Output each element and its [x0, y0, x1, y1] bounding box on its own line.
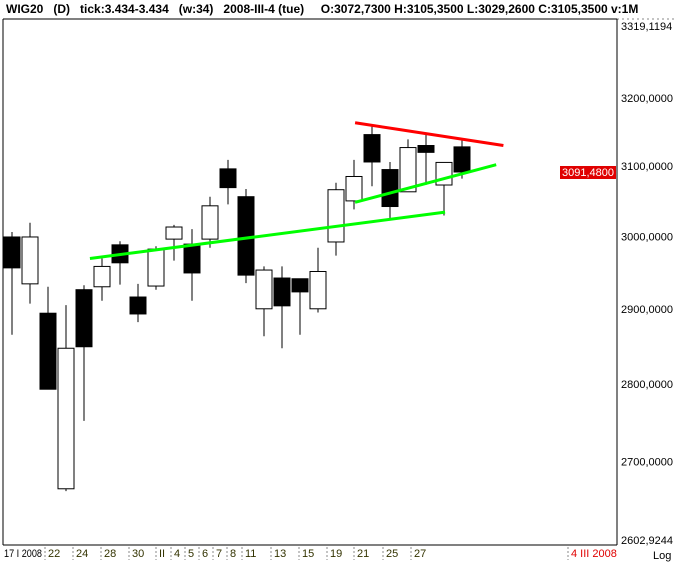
- x-tick-label: 6: [202, 548, 208, 560]
- x-tick-label: 4: [174, 548, 180, 560]
- x-tick-label: 15: [302, 548, 314, 560]
- candle[interactable]: [417, 134, 435, 185]
- candle[interactable]: [219, 159, 237, 205]
- x-tick-label: 24: [76, 548, 88, 560]
- candle-body: [57, 347, 75, 490]
- candle-body: [417, 145, 435, 153]
- candle[interactable]: [111, 241, 129, 285]
- last-price-marker: [560, 166, 616, 180]
- candle[interactable]: [381, 161, 399, 220]
- candle-body: [165, 226, 183, 240]
- symbol: WIG20: [6, 2, 44, 16]
- scale-label[interactable]: Log: [653, 550, 671, 562]
- candle-body: [453, 146, 471, 173]
- candle[interactable]: [291, 278, 309, 335]
- x-tick-label: 11: [245, 548, 256, 560]
- candle[interactable]: [3, 231, 21, 335]
- candle[interactable]: [345, 159, 363, 210]
- candle[interactable]: [21, 222, 39, 304]
- candle[interactable]: [273, 266, 291, 349]
- candle[interactable]: [399, 139, 417, 193]
- x-tick-label: 21: [357, 548, 369, 560]
- y-tick-label: 3000,0000: [621, 231, 673, 243]
- candle[interactable]: [201, 196, 219, 248]
- candle[interactable]: [129, 283, 147, 323]
- x-tick-label: 7: [216, 548, 222, 560]
- window-info: (w:34): [178, 2, 214, 16]
- y-tick-label: 2900,0000: [621, 304, 673, 316]
- candle-body: [381, 169, 399, 208]
- candle-body: [147, 248, 165, 287]
- y-tick-label: 2800,0000: [621, 379, 673, 391]
- candle-body: [39, 312, 57, 390]
- y-tick-label: 3100,0000: [621, 161, 673, 173]
- y-tick-label: 2700,0000: [621, 457, 673, 469]
- candle[interactable]: [327, 182, 345, 256]
- candle-body: [75, 289, 93, 348]
- candle-body: [363, 134, 381, 163]
- x-tick-label: 28: [104, 548, 116, 560]
- x-tick-label: 22: [48, 548, 60, 560]
- candle[interactable]: [183, 229, 201, 301]
- x-tick-label: 30: [132, 548, 144, 560]
- candle-body: [399, 147, 417, 193]
- candles: [3, 126, 471, 492]
- x-tick-label: 17 I 2008: [4, 548, 42, 560]
- x-axis: 17 I 2008 22 24 28 30 II 4 5 6 7 8 11 13 15 19 21 25 27 4 …: [4, 547, 617, 560]
- candle-body: [129, 296, 147, 315]
- x-tick-label: 13: [274, 548, 286, 560]
- ohlcv: O:3072,7300 H:3105,3500 L:3029,2600 C:31…: [320, 2, 639, 16]
- trendline[interactable]: [354, 163, 497, 204]
- candle[interactable]: [453, 139, 471, 179]
- candle-body: [183, 243, 201, 274]
- period: (D): [53, 2, 71, 16]
- candle[interactable]: [255, 266, 273, 337]
- x-tick-label: 5: [188, 548, 194, 560]
- x-tick-label: 27: [414, 548, 426, 560]
- y-tick-label: 3200,0000: [621, 93, 673, 105]
- candle-body: [291, 278, 309, 293]
- candle-body: [309, 270, 327, 310]
- tick-info: tick:3.434-3.434: [80, 2, 169, 16]
- last-price-label: 3091,4800: [562, 167, 614, 179]
- trendline[interactable]: [354, 121, 504, 147]
- trendline[interactable]: [89, 210, 446, 260]
- x-tick-label: 19: [330, 548, 342, 560]
- y-tick-label: 2602,9244: [621, 535, 673, 547]
- candle[interactable]: [93, 258, 111, 301]
- candle[interactable]: [237, 189, 255, 284]
- candle[interactable]: [165, 224, 183, 261]
- candle[interactable]: [147, 246, 165, 290]
- x-tick-label: 25: [386, 548, 398, 560]
- date: 2008-III-4 (tue): [223, 2, 305, 16]
- candle-body: [93, 265, 111, 288]
- candle[interactable]: [309, 247, 327, 313]
- candle-body: [255, 269, 273, 310]
- candle-body: [327, 189, 345, 243]
- y-tick-label: 3319,1194: [621, 21, 672, 33]
- candle[interactable]: [363, 126, 381, 187]
- candle[interactable]: [75, 285, 93, 421]
- y-axis: 3319,1194 3200,0000 3100,0000 3000,0000 2900…: [621, 21, 673, 547]
- candle-body: [21, 236, 39, 285]
- candle-body: [345, 175, 363, 202]
- candle-body: [201, 205, 219, 240]
- candle-body: [273, 277, 291, 307]
- candle[interactable]: [435, 161, 453, 216]
- candle-body: [219, 168, 237, 189]
- trendlines[interactable]: [89, 121, 504, 260]
- chart-header: WIG20 (D) tick:3.434-3.434 (w:34) 2008-III-4…: [6, 2, 648, 16]
- candle[interactable]: [39, 286, 57, 390]
- x-tick-label: 8: [230, 548, 236, 560]
- x-tick-label: 4 III 2008: [571, 548, 617, 560]
- candle[interactable]: [57, 305, 75, 492]
- candle-body: [3, 236, 21, 269]
- x-tick-label: II: [159, 548, 165, 560]
